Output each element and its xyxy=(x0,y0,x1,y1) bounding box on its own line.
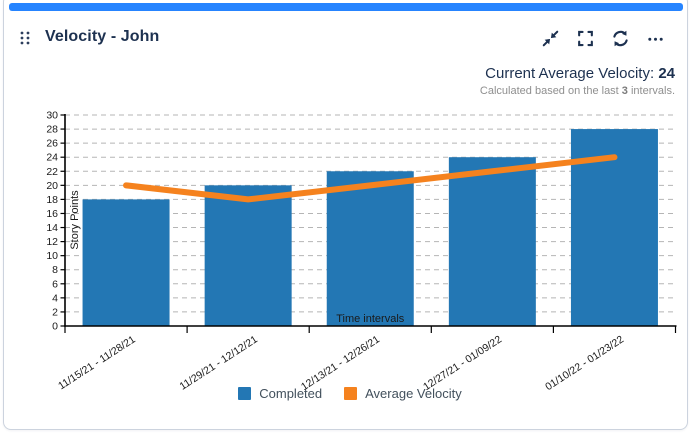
bar-12/27/21 - 01/09/22[interactable] xyxy=(448,157,536,326)
more-options-button[interactable] xyxy=(646,29,665,48)
x-axis-ticks xyxy=(64,326,677,333)
velocity-chart: 0 2 4 6 8 10 12 14 16 18 20 22 24 26 28 30 Story Points T… xyxy=(4,98,692,393)
legend-item-completed[interactable]: Completed xyxy=(238,386,322,401)
completed-bars xyxy=(82,129,658,326)
x-category-labels: 11/15/21 - 11/28/21 11/29/21 - 12/12/21 12… xyxy=(56,333,626,393)
svg-text:18: 18 xyxy=(46,194,58,206)
bar-11/15/21 - 11/28/21[interactable] xyxy=(82,199,170,326)
refresh-button[interactable] xyxy=(611,29,630,48)
legend-label: Completed xyxy=(259,386,323,401)
velocity-widget-card: Velocity - John xyxy=(3,0,688,430)
drag-handle-icon[interactable] xyxy=(19,30,31,46)
svg-text:01/10/22 - 01/23/22: 01/10/22 - 01/23/22 xyxy=(543,333,626,390)
svg-text:2: 2 xyxy=(52,306,58,318)
widget-header: Velocity - John xyxy=(4,21,687,55)
svg-text:28: 28 xyxy=(46,124,58,136)
widget-accent-bar xyxy=(9,3,683,11)
legend-swatch xyxy=(344,387,358,400)
svg-text:11/15/21 - 11/28/21: 11/15/21 - 11/28/21 xyxy=(56,333,138,390)
collapse-icon xyxy=(542,30,559,47)
svg-text:22: 22 xyxy=(46,166,58,178)
bar-12/13/21 - 12/26/21[interactable] xyxy=(326,171,414,326)
svg-text:6: 6 xyxy=(52,278,58,290)
widget-title: Velocity - John xyxy=(45,28,160,45)
bar-11/29/21 - 12/12/21[interactable] xyxy=(204,185,292,326)
widget-toolbar xyxy=(541,29,665,48)
collapse-button[interactable] xyxy=(541,29,560,48)
legend-label: Average Velocity xyxy=(365,386,462,401)
fullscreen-icon xyxy=(578,30,593,47)
svg-text:10: 10 xyxy=(46,250,58,262)
average-velocity-summary: Current Average Velocity: 24 Calculated … xyxy=(480,65,675,97)
svg-text:12/13/21 - 12/26/21: 12/13/21 - 12/26/21 xyxy=(299,333,382,390)
y-axis-title: Story Points xyxy=(69,190,81,250)
svg-text:12: 12 xyxy=(46,236,58,248)
svg-text:11/29/21 - 12/12/21: 11/29/21 - 12/12/21 xyxy=(178,333,260,390)
fullscreen-button[interactable] xyxy=(576,29,595,48)
svg-text:20: 20 xyxy=(46,180,58,192)
legend-item-average-velocity[interactable]: Average Velocity xyxy=(344,386,462,401)
average-velocity-value: 24 xyxy=(658,65,675,82)
average-velocity-line xyxy=(123,154,618,203)
svg-text:4: 4 xyxy=(52,292,58,304)
legend-swatch xyxy=(238,387,252,400)
svg-text:26: 26 xyxy=(46,138,58,150)
average-velocity-label: Current Average Velocity: xyxy=(485,65,659,82)
svg-text:0: 0 xyxy=(52,321,58,333)
ellipsis-icon xyxy=(648,37,663,41)
svg-text:30: 30 xyxy=(46,110,58,122)
svg-text:12/27/21 - 01/09/22: 12/27/21 - 01/09/22 xyxy=(421,333,504,390)
svg-text:14: 14 xyxy=(46,222,58,234)
refresh-icon xyxy=(613,30,628,47)
svg-text:24: 24 xyxy=(46,152,58,164)
chart-legend: Completed Average Velocity xyxy=(4,386,692,401)
svg-text:16: 16 xyxy=(46,208,58,220)
average-velocity-text: Current Average Velocity: 24 xyxy=(480,65,675,82)
svg-text:8: 8 xyxy=(52,264,58,276)
x-axis-title: Time intervals xyxy=(336,313,405,325)
average-velocity-note: Calculated based on the last 3 intervals… xyxy=(479,85,675,97)
